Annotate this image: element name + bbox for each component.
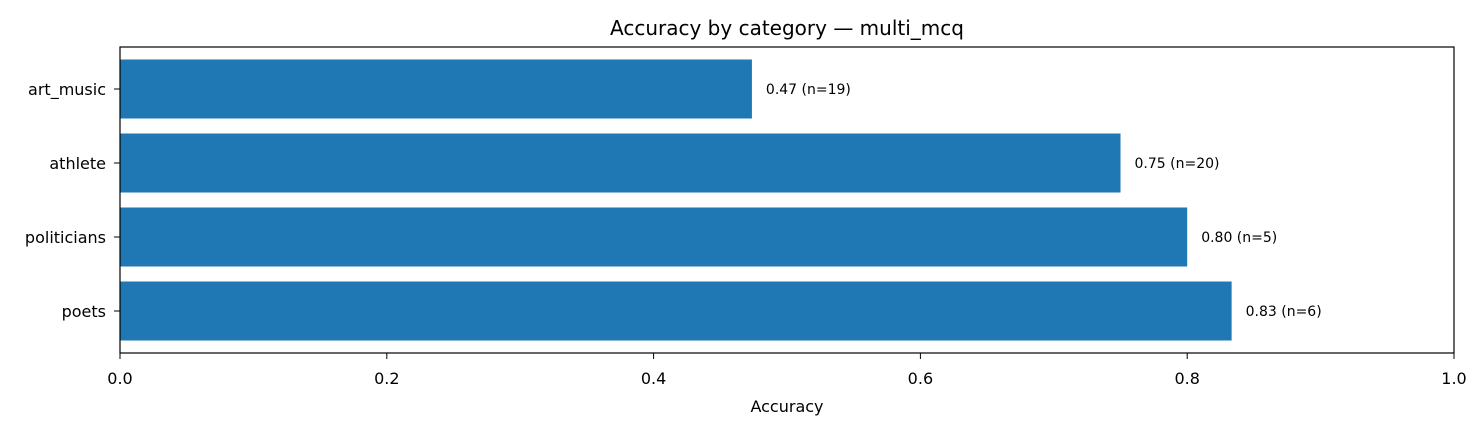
plot-frame (119, 46, 1455, 354)
data-label-art_music: 0.47 (n=19) (766, 82, 851, 98)
bar-art_music (120, 59, 752, 119)
y-tick-label-art_music: art_music (28, 80, 106, 100)
chart-title: Accuracy by category — multi_mcq (610, 16, 964, 40)
x-tick-label-1: 0.2 (374, 369, 399, 388)
bar-poets (120, 281, 1232, 341)
x-tick-label-2: 0.4 (641, 369, 666, 388)
data-label-athlete: 0.75 (n=20) (1135, 156, 1220, 172)
x-tick-label-4: 0.8 (1174, 369, 1199, 388)
x-axis-label: Accuracy (750, 397, 823, 416)
bar-athlete (120, 133, 1121, 193)
x-tick-label-3: 0.6 (908, 369, 933, 388)
data-label-politicians: 0.80 (n=5) (1201, 230, 1277, 246)
bar-politicians (120, 207, 1188, 267)
x-tick-label-0: 0.0 (107, 369, 132, 388)
y-tick-label-athlete: athlete (49, 154, 106, 173)
x-tick-label-5: 1.0 (1441, 369, 1466, 388)
data-label-poets: 0.83 (n=6) (1246, 304, 1322, 320)
y-tick-label-poets: poets (62, 302, 106, 321)
y-tick-label-politicians: politicians (25, 228, 106, 247)
bars-layer: 0.47 (n=19) 0.75 (n=20) 0.80 (n=5) 0.83 (n=… (120, 59, 1322, 341)
